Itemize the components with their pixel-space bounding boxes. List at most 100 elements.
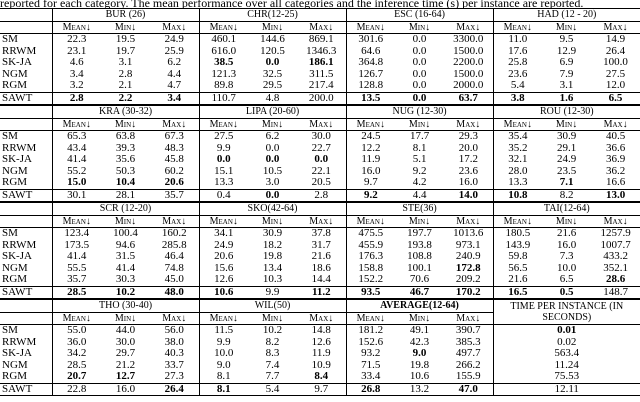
subheader: Max↓ (150, 214, 200, 228)
subheader: Min↓ (248, 20, 298, 34)
row-label: RGM (2, 80, 28, 92)
subheader-row: Mean↓ Min↓ Max↓ Mean↓ Min↓ Max↓ Mean↓ Min↓ Max↓ (0, 311, 640, 325)
cell: 11.9 (345, 154, 396, 166)
cell: 4.4 (167, 68, 182, 80)
row-label: SM (0, 227, 52, 240)
cell: 22.8 (51, 382, 101, 396)
cell: 1013.6 (444, 227, 494, 240)
cell: 7.4 (265, 359, 280, 371)
cell: 9.5 (542, 33, 592, 46)
cell: 29.5 (262, 80, 283, 92)
cell: 13.4 (262, 262, 283, 274)
subheader: Mean↓ (345, 20, 396, 34)
cell: 108.8 (407, 251, 432, 263)
cell: 433.2 (603, 251, 628, 263)
subheader: Mean↓ (51, 20, 101, 34)
subheader: Min↓ (248, 311, 298, 325)
data-row: RRWM 23.1 19.7 25.9 616.0 120.5 1346.3 64.6 0.0 1… (0, 45, 640, 57)
cell: 9.9 (198, 142, 249, 154)
cell: 16.0 (556, 239, 577, 251)
cell: 4.8 (248, 91, 298, 105)
row-label: RGM (2, 371, 28, 383)
cell: 0.0 (412, 45, 427, 57)
cell: 100.0 (603, 57, 628, 69)
cell: 35.7 (150, 188, 200, 202)
corner (0, 117, 52, 131)
cell: 30.3 (115, 274, 136, 286)
cell: 869.1 (297, 33, 347, 46)
cell: 266.2 (455, 359, 481, 371)
cell: 10.6 (409, 371, 430, 383)
cell: 20.6 (164, 177, 184, 189)
subheader: Mean↓ (51, 117, 101, 131)
row-label: NGM (2, 359, 28, 371)
cell: 23.1 (51, 45, 101, 57)
cell: 181.2 (345, 324, 396, 337)
results-table: THO (30-40) WIL(50) AVERAGE(12-64) TIME PER… (0, 299, 640, 396)
data-row: SM 55.0 44.0 56.0 11.5 10.2 14.8 181.2 49.1 390.7… (0, 324, 640, 337)
cell: 240.9 (455, 251, 481, 263)
cell: 285.8 (161, 239, 187, 251)
tables: BUR (26) CHR(12-25) ESC (16-64) HAD (12 - 2… (0, 8, 640, 396)
cell: 14.8 (297, 324, 347, 337)
cell: 65.3 (51, 130, 101, 143)
group-header-row: BUR (26) CHR(12-25) ESC (16-64) HAD (12 - 2… (0, 8, 640, 21)
cell: 19.7 (115, 45, 136, 57)
data-row: RGM 20.7 12.7 27.3 8.1 7.7 8.4 33.4 10.6 155.9 75.… (0, 371, 640, 383)
cell: 25.9 (164, 45, 184, 57)
cell: 39.3 (115, 142, 136, 154)
cell: 20.6 (198, 251, 249, 263)
row-label: NGM (2, 68, 28, 80)
subheader: Max↓ (591, 117, 640, 131)
cell: 8.2 (542, 188, 592, 202)
results-table: SCR (12-20) SKO(42-64) STE(36) TAI(12-64) Me… (0, 202, 640, 299)
cell: 8.1 (412, 142, 427, 154)
cell: 26.8 (345, 382, 396, 396)
corner (0, 20, 52, 34)
cell: 0.0 (412, 68, 427, 80)
row-label: SM (0, 130, 52, 143)
cell: 40.3 (164, 348, 184, 360)
row-label: NGM (2, 165, 28, 177)
cell: 29.3 (444, 130, 494, 143)
cell: 10.8 (492, 188, 543, 202)
cell: 18.6 (311, 262, 331, 274)
cell: 0.4 (198, 188, 249, 202)
cell: 34.2 (51, 348, 101, 360)
subheader: Max↓ (150, 117, 200, 131)
subheader: Mean↓ (198, 117, 249, 131)
cell: 10.4 (115, 177, 136, 189)
cell: 46.4 (164, 251, 184, 263)
subheader: Min↓ (542, 117, 592, 131)
cell: 13.0 (591, 188, 640, 202)
cell: 123.4 (51, 227, 101, 240)
subheader: Min↓ (248, 117, 298, 131)
cell: 28.5 (51, 359, 101, 371)
cell: 25.8 (492, 57, 543, 69)
cell: 26.4 (150, 382, 200, 396)
cell: 89.8 (198, 80, 249, 92)
data-row: NGM 55.5 41.4 74.8 15.6 13.4 18.6 158.8 100.1 172… (0, 262, 640, 274)
cell: 21.6 (542, 227, 592, 240)
cell: 21.2 (115, 359, 136, 371)
row-label: RRWM (2, 45, 37, 57)
cell: 311.5 (309, 68, 334, 80)
cell: 29.7 (115, 348, 136, 360)
subheader: Max↓ (444, 311, 494, 325)
cell: 158.8 (345, 262, 396, 274)
cell: 152.6 (345, 336, 396, 348)
cell: 36.0 (51, 336, 101, 348)
cell: 126.7 (345, 68, 396, 80)
cell: 70.6 (409, 274, 430, 286)
cell: 18.2 (262, 239, 283, 251)
data-row: RRWM 36.0 30.0 38.0 9.9 8.2 12.6 152.6 42.3 385.3… (0, 336, 640, 348)
cell: 63.8 (101, 130, 150, 143)
cell: 27.3 (164, 371, 184, 383)
cell: 0.0 (248, 188, 298, 202)
data-row: SM 123.4 100.4 160.2 34.1 30.9 37.8 475.5 197.7 1… (0, 227, 640, 240)
cell: 8.1 (198, 382, 249, 396)
cell: 24.9 (198, 239, 249, 251)
cell: 0.0 (395, 33, 445, 46)
data-row: SK-JA 4.6 3.1 6.2 38.5 0.0 186.1 364.8 0.0 2200.0… (0, 57, 640, 69)
cell: 5.4 (492, 80, 543, 92)
